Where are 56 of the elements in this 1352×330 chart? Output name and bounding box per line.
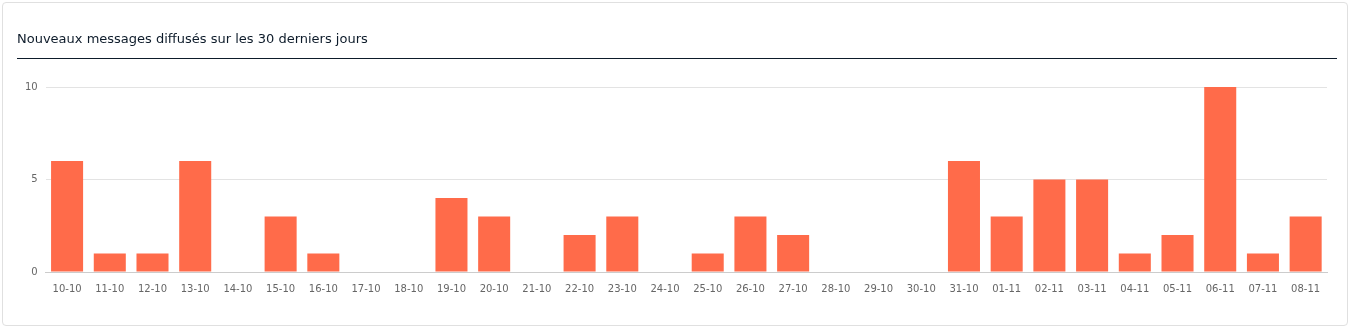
bar	[93, 253, 126, 272]
bar	[1204, 87, 1237, 272]
x-tick-label: 03-11	[1077, 282, 1107, 294]
x-tick-label: 28-10	[821, 282, 851, 294]
bar	[734, 216, 767, 272]
x-tick-label: 27-10	[778, 282, 808, 294]
bar	[179, 161, 212, 272]
x-tick-label: 02-11	[1034, 282, 1064, 294]
x-tick-label: 14-10	[223, 282, 253, 294]
bar	[478, 216, 511, 272]
x-tick-label: 12-10	[137, 282, 168, 294]
x-tick-label: 22-10	[565, 282, 595, 294]
bar	[1076, 179, 1109, 272]
x-tick-label: 25-10	[693, 282, 723, 294]
x-tick-label: 31-10	[949, 282, 979, 294]
x-tick-label: 23-10	[607, 282, 637, 294]
bar	[1161, 235, 1194, 272]
x-tick-label: 17-10	[351, 282, 381, 294]
x-tick-label: 08-11	[1291, 282, 1321, 294]
x-tick-label: 10-10	[52, 282, 82, 294]
bar	[947, 161, 980, 272]
bar	[990, 216, 1023, 272]
x-tick-label: 15-10	[266, 282, 296, 294]
x-tick-label: 06-11	[1205, 282, 1235, 294]
bar	[264, 216, 297, 272]
bar	[606, 216, 639, 272]
x-tick-label: 01-11	[992, 282, 1022, 294]
x-tick-label: 16-10	[308, 282, 338, 294]
bar	[307, 253, 340, 272]
chart-title: Nouveaux messages diffusés sur les 30 derniers jours	[17, 31, 1337, 59]
bar	[435, 198, 468, 272]
bar	[1246, 253, 1279, 272]
bar	[51, 161, 84, 272]
bar	[136, 253, 169, 272]
x-tick-label: 04-11	[1120, 282, 1150, 294]
x-tick-label: 11-10	[95, 282, 125, 294]
bar	[563, 235, 596, 272]
y-tick-label: 5	[31, 173, 38, 185]
bar	[691, 253, 724, 272]
x-tick-label: 18-10	[394, 282, 424, 294]
bar	[1118, 253, 1151, 272]
x-tick-label: 05-11	[1162, 282, 1193, 294]
x-tick-label: 13-10	[180, 282, 210, 294]
x-tick-label: 30-10	[906, 282, 936, 294]
x-tick-label: 29-10	[864, 282, 894, 294]
bar	[777, 235, 810, 272]
x-tick-label: 26-10	[735, 282, 765, 294]
bar	[1289, 216, 1322, 272]
bar	[1033, 179, 1066, 272]
y-tick-label: 10	[24, 80, 38, 92]
x-tick-label: 07-11	[1248, 282, 1278, 294]
x-tick-label: 20-10	[479, 282, 509, 294]
x-tick-label: 19-10	[436, 282, 466, 294]
y-tick-label: 0	[31, 265, 38, 277]
x-tick-label: 24-10	[650, 282, 680, 294]
x-tick-label: 21-10	[522, 282, 552, 294]
